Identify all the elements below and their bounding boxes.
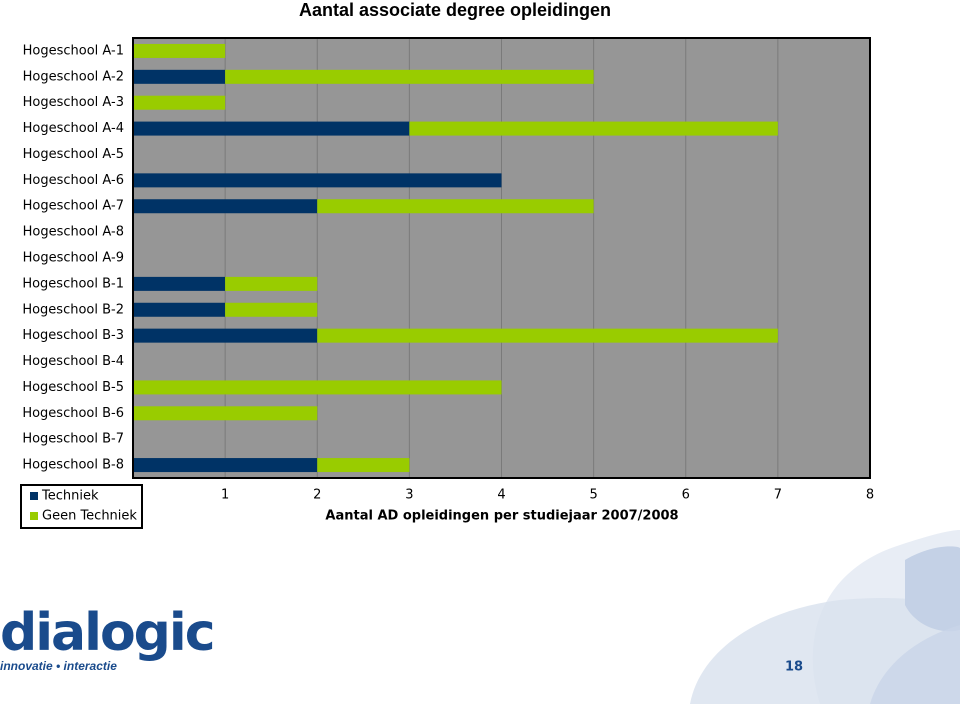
- y-tick-label: Hogeschool B-5: [22, 380, 124, 395]
- bar: [133, 173, 502, 188]
- y-tick-label: Hogeschool B-7: [22, 432, 124, 447]
- y-tick-label: Hogeschool A-8: [23, 225, 124, 240]
- bar: [133, 276, 226, 291]
- bar: [133, 95, 226, 110]
- bar: [133, 328, 318, 343]
- y-tick-label: Hogeschool B-2: [22, 302, 124, 317]
- bar: [133, 302, 226, 317]
- logo-tagline: innovatie • interactie: [0, 659, 117, 673]
- bar: [225, 276, 318, 291]
- x-tick-label: 4: [497, 488, 505, 503]
- legend-entries: Techniek Geen Techniek: [30, 489, 137, 524]
- y-tick-label: Hogeschool B-4: [22, 354, 124, 369]
- x-tick-label: 3: [405, 488, 413, 503]
- bar: [133, 121, 410, 136]
- y-tick-label: Hogeschool B-8: [22, 458, 124, 473]
- bar: [225, 302, 318, 317]
- y-tick-label: Hogeschool A-5: [23, 147, 124, 162]
- bar: [317, 328, 778, 343]
- legend-swatch: [30, 492, 38, 500]
- bar: [133, 69, 226, 84]
- bars: [133, 43, 778, 473]
- bar: [133, 199, 318, 214]
- y-tick-label: Hogeschool B-3: [22, 328, 124, 343]
- x-tick-label: 1: [221, 488, 229, 503]
- legend-label: Geen Techniek: [42, 509, 137, 524]
- bar: [133, 43, 226, 58]
- x-tick-label: 7: [774, 488, 782, 503]
- y-tick-label: Hogeschool B-6: [22, 406, 124, 421]
- bar: [133, 458, 318, 473]
- y-tick-label: Hogeschool A-9: [23, 251, 124, 266]
- legend-swatch: [30, 512, 38, 520]
- legend-label: Techniek: [41, 489, 99, 504]
- x-tick-label: 6: [682, 488, 690, 503]
- logo-name: dialogic: [0, 603, 214, 663]
- y-tick-label: Hogeschool A-4: [23, 121, 124, 136]
- legend: [20, 484, 143, 529]
- x-tick-label: 2: [313, 488, 321, 503]
- plot-border: [132, 37, 871, 479]
- x-tick-label: 5: [589, 488, 597, 503]
- bar: [133, 380, 502, 395]
- y-tick-label: Hogeschool B-1: [22, 276, 124, 291]
- bar: [409, 121, 778, 136]
- background-decoration: [690, 530, 960, 704]
- x-tick-label: 8: [866, 488, 874, 503]
- x-axis-title: Aantal AD opleidingen per studiejaar 200…: [325, 509, 678, 524]
- chart-title: Aantal associate degree opleidingen: [299, 0, 611, 20]
- y-tick-label: Hogeschool A-1: [23, 43, 124, 58]
- y-tick-label: Hogeschool A-2: [23, 69, 124, 84]
- page-number: 18: [785, 660, 803, 675]
- bar: [317, 458, 410, 473]
- y-tick-label: Hogeschool A-6: [23, 173, 124, 188]
- bar: [317, 199, 594, 214]
- bar: [225, 69, 594, 84]
- y-tick-label: Hogeschool A-3: [23, 95, 124, 110]
- y-tick-label: Hogeschool A-7: [23, 199, 124, 214]
- bar: [133, 406, 318, 421]
